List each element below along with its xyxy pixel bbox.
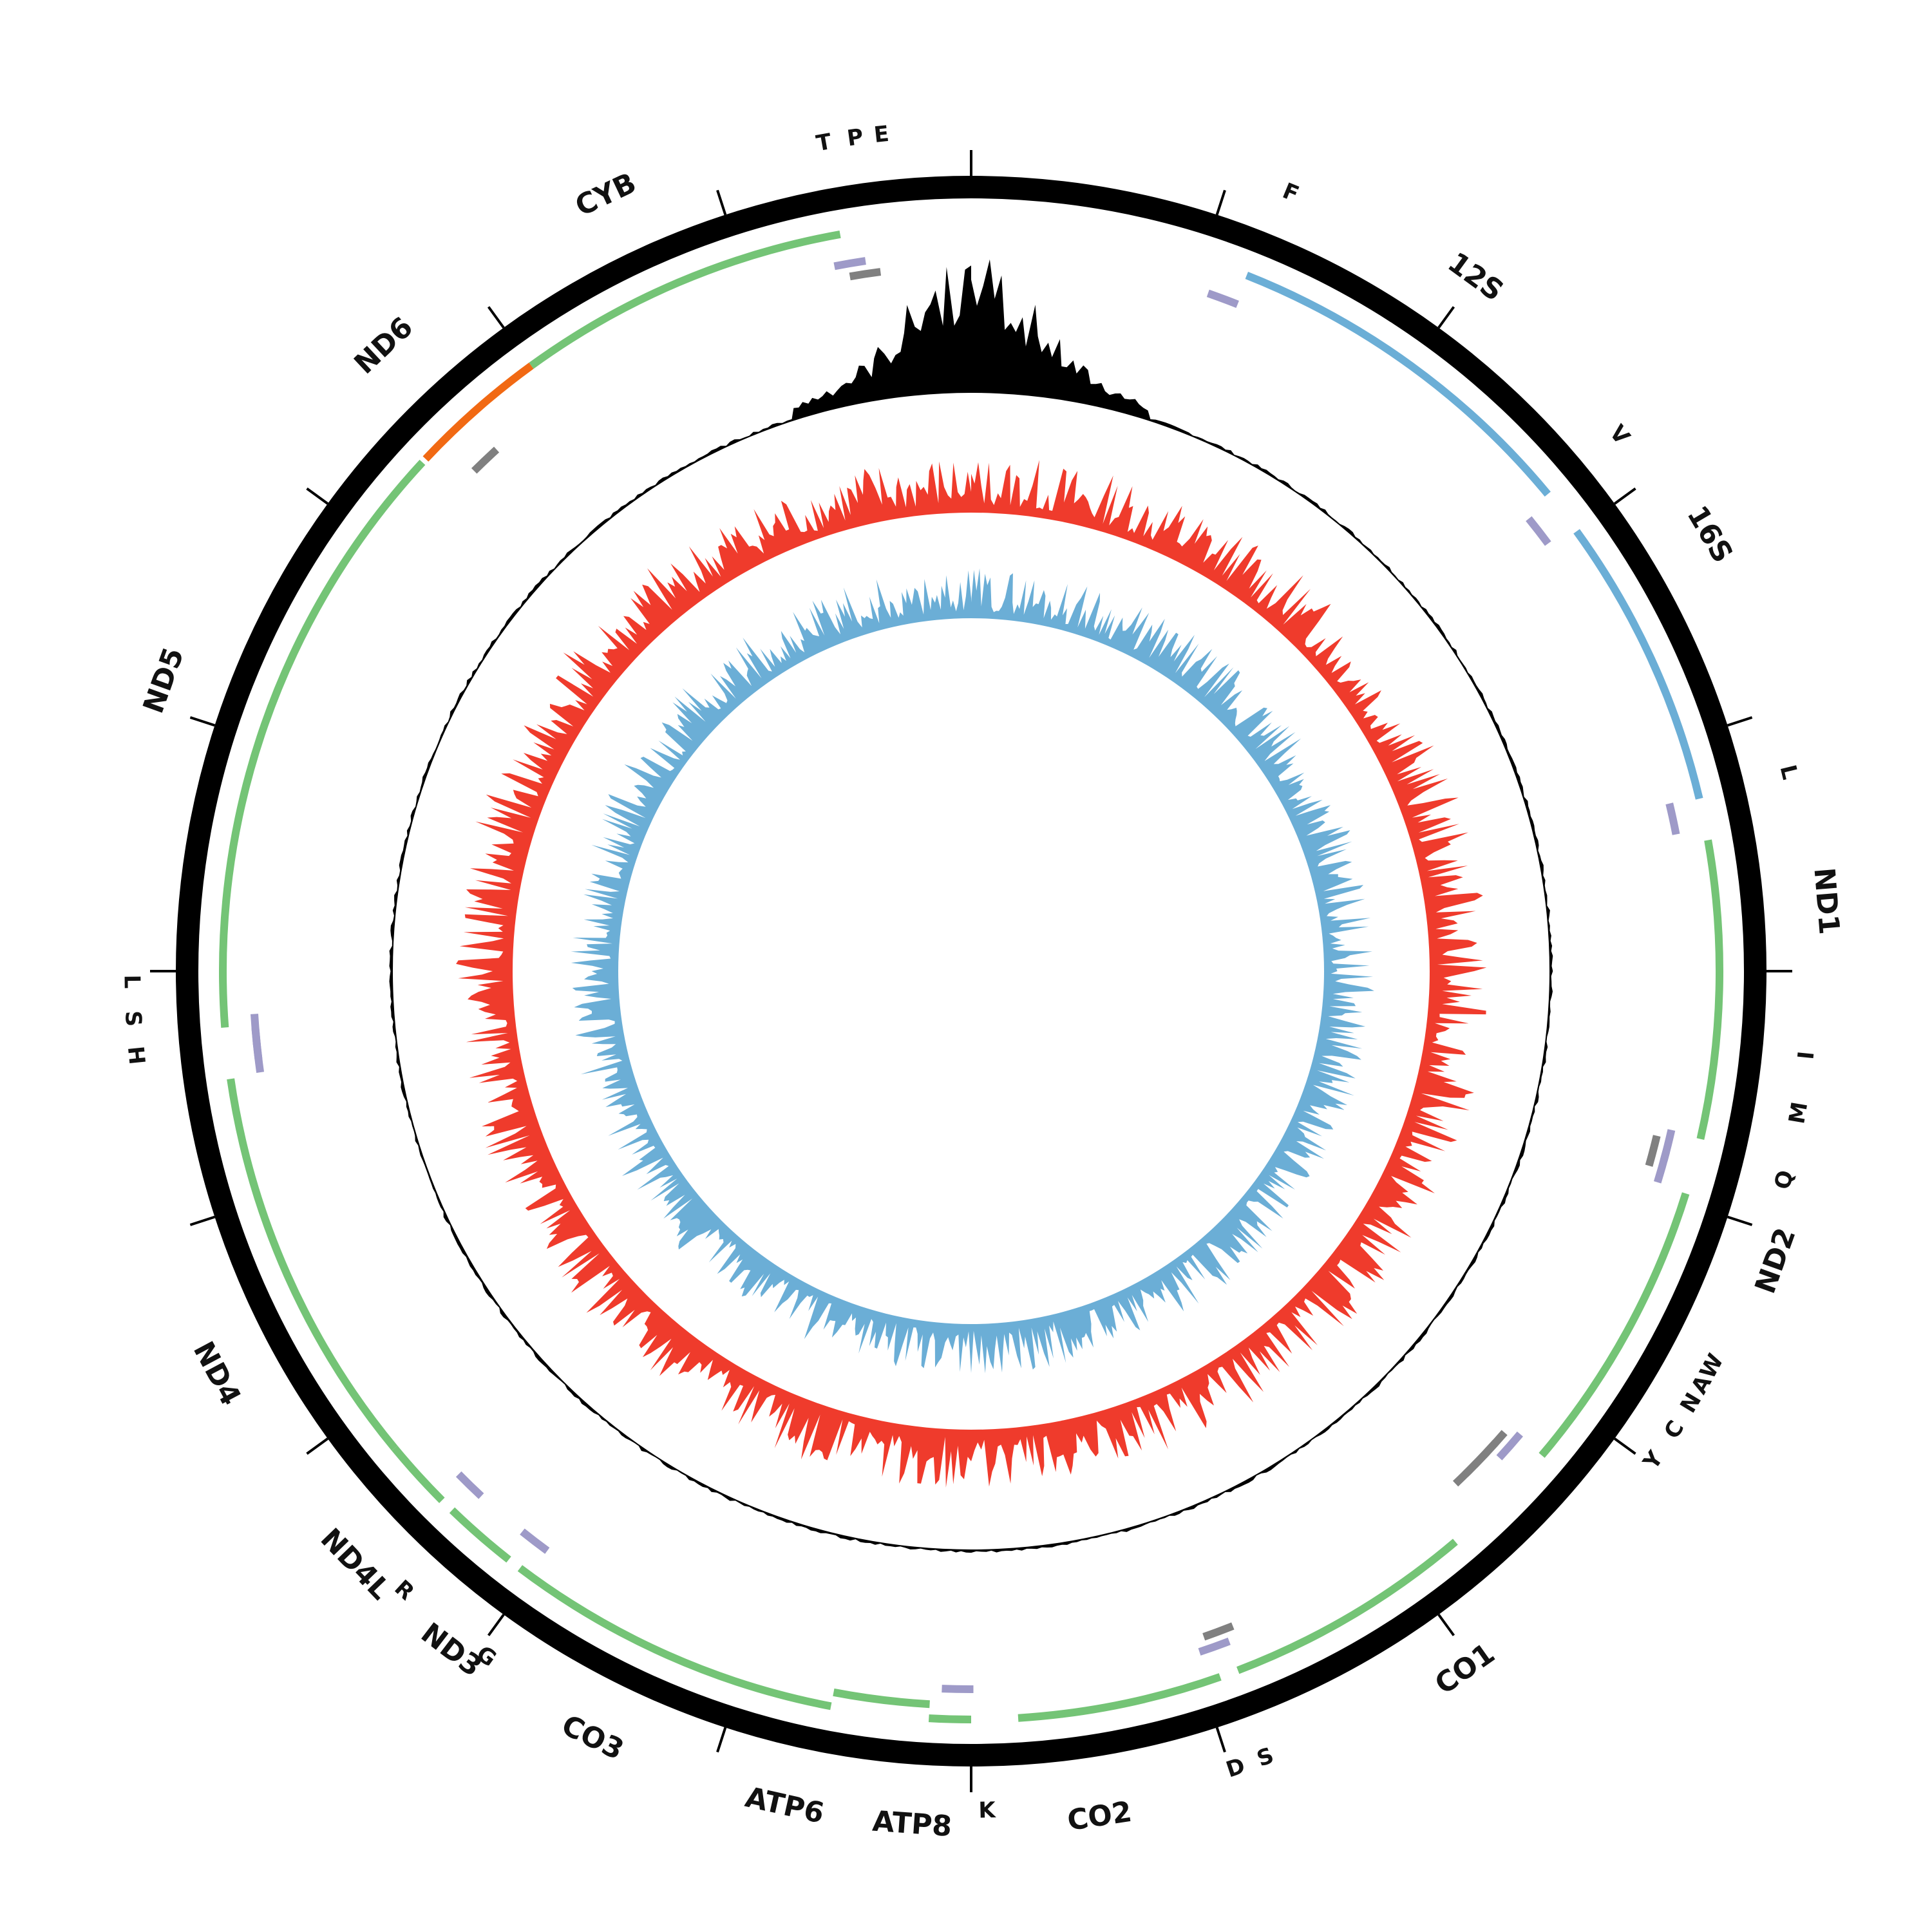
trna-mark-m bbox=[1653, 1151, 1670, 1184]
trna-mark-v bbox=[1526, 516, 1551, 546]
ideogram-ring bbox=[176, 176, 1766, 1766]
trna-mark-l bbox=[1665, 802, 1680, 835]
trna-label: L bbox=[1774, 762, 1803, 782]
tick-mark bbox=[306, 1437, 329, 1455]
gene-label: ND5 bbox=[137, 643, 191, 717]
tick-mark bbox=[1437, 306, 1455, 329]
trna-label: F bbox=[1279, 178, 1303, 207]
gene-arc-nd6 bbox=[422, 363, 534, 462]
trna-mark-r bbox=[455, 1471, 484, 1499]
trna-label: T bbox=[814, 129, 834, 157]
tick-mark bbox=[1613, 487, 1636, 505]
gene-arc-nd4l bbox=[392, 1445, 445, 1503]
trna-mark-y bbox=[1452, 1459, 1481, 1487]
gene-label: CO3 bbox=[556, 1709, 629, 1766]
gene-arc-co1 bbox=[1236, 1539, 1458, 1674]
trna-mark-w bbox=[1496, 1431, 1523, 1461]
gene-arc-12s bbox=[1245, 272, 1551, 497]
trna-mark-d bbox=[1198, 1637, 1231, 1656]
tick-mark bbox=[1215, 189, 1226, 216]
gene-arc-atp8 bbox=[928, 1714, 972, 1723]
tick-mark bbox=[1613, 1437, 1636, 1455]
gene-arc-nd3 bbox=[449, 1507, 511, 1563]
trna-label: M bbox=[1784, 1100, 1813, 1126]
position-ticks bbox=[150, 150, 1792, 1792]
tick-mark bbox=[306, 487, 329, 505]
trna-label: I bbox=[1793, 1050, 1819, 1061]
trna-mark-t bbox=[833, 257, 866, 270]
trna-label: Y bbox=[1638, 1446, 1669, 1475]
gene-arc-nd2 bbox=[1539, 1192, 1690, 1458]
gene-label: 12S bbox=[1442, 246, 1510, 308]
tick-mark bbox=[189, 716, 216, 727]
trna-label: P bbox=[846, 124, 865, 151]
gene-label: ND4 bbox=[187, 1336, 247, 1411]
trna-label: S bbox=[120, 1010, 146, 1027]
ideogram-band bbox=[176, 176, 1766, 1766]
gene-label: ND1 bbox=[1807, 866, 1845, 936]
gene-label: CO2 bbox=[1065, 1795, 1134, 1837]
skew-rings bbox=[456, 460, 1487, 1488]
trna-label: D bbox=[1223, 1753, 1248, 1783]
gene-label: ND2 bbox=[1748, 1224, 1802, 1298]
trna-track bbox=[251, 257, 1680, 1694]
gene-arc-nd1 bbox=[1696, 839, 1723, 1140]
trna-label: S bbox=[1253, 1743, 1277, 1772]
gene-track bbox=[219, 230, 1723, 1723]
tick-mark bbox=[1215, 1727, 1226, 1753]
tick-mark bbox=[716, 1727, 727, 1753]
gene-label: CO1 bbox=[1429, 1637, 1501, 1701]
trna-label: H bbox=[122, 1045, 150, 1066]
trna-mark-p bbox=[849, 268, 882, 281]
trna-label: C bbox=[1659, 1416, 1689, 1444]
tick-mark bbox=[1727, 1215, 1753, 1226]
at-skew-inner bbox=[618, 618, 1324, 1324]
gene-arc-nd5 bbox=[219, 459, 426, 1028]
tick-mark bbox=[487, 1613, 505, 1636]
gene-label: ND3 bbox=[415, 1616, 488, 1683]
gene-arc-atp6 bbox=[833, 1688, 930, 1709]
trna-mark-e bbox=[471, 446, 500, 474]
trna-label: L bbox=[118, 974, 144, 989]
trna-mark-g bbox=[520, 1528, 550, 1554]
tick-mark bbox=[1727, 716, 1753, 727]
trna-label: Q bbox=[1770, 1168, 1799, 1192]
trna-label: E bbox=[873, 121, 890, 148]
tick-mark bbox=[189, 1215, 216, 1226]
trna-mark-s bbox=[1202, 1622, 1235, 1641]
trna-mark-l bbox=[251, 1014, 261, 1046]
tick-mark bbox=[716, 189, 727, 216]
gene-label: ATP8 bbox=[871, 1805, 953, 1843]
gene-arc-co2 bbox=[1018, 1673, 1222, 1722]
trna-mark-f bbox=[1206, 289, 1239, 308]
tick-mark bbox=[1437, 1613, 1455, 1636]
tick-mark bbox=[487, 306, 505, 329]
gene-arc-co3 bbox=[517, 1565, 832, 1710]
trna-label: K bbox=[978, 1797, 997, 1824]
gene-label: CYB bbox=[571, 166, 641, 223]
trna-mark-q bbox=[1645, 1135, 1661, 1167]
gene-label: ATP6 bbox=[743, 1781, 828, 1830]
gene-arc-cyb bbox=[529, 230, 841, 369]
gene-arc-16s bbox=[1573, 529, 1703, 800]
trna-label: V bbox=[1604, 420, 1635, 450]
gene-arc-nd4 bbox=[227, 1078, 398, 1451]
gene-label: ND6 bbox=[348, 311, 420, 381]
gene-label: 16S bbox=[1680, 500, 1739, 569]
gene-label: ND4L bbox=[314, 1522, 397, 1606]
